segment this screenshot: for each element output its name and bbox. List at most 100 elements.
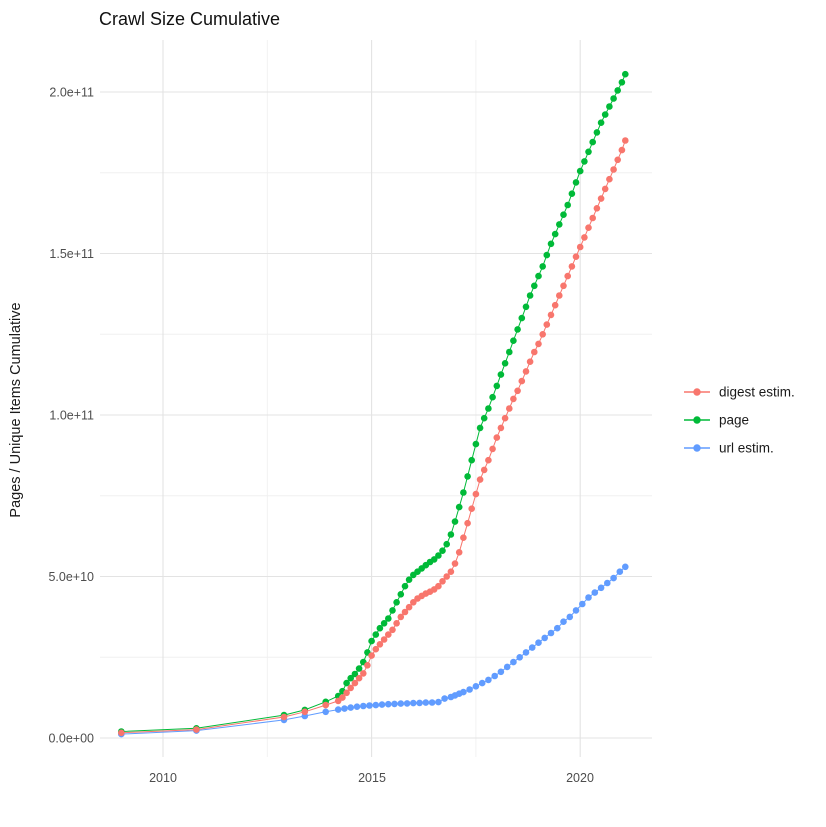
- series-url-estim-point: [522, 649, 530, 656]
- series-url-estim-point: [341, 705, 348, 712]
- series-digest-estim-point: [531, 348, 538, 356]
- series-url-estim-point: [397, 700, 405, 707]
- series-digest-estim-line: [121, 140, 626, 734]
- series-page-point: [522, 303, 530, 311]
- series-page-point: [543, 251, 551, 259]
- series-url-estim-point: [410, 699, 417, 707]
- series-digest-estim-point: [547, 311, 555, 319]
- legend-item-page: page: [684, 413, 749, 428]
- series-url-estim: [118, 563, 629, 738]
- series-url-estim-point: [510, 658, 517, 666]
- series-digest-estim-point: [526, 358, 534, 366]
- series-page-point: [614, 87, 621, 94]
- series-page-point: [376, 624, 384, 632]
- series-page-point: [439, 547, 446, 554]
- chart-title: Crawl Size Cumulative: [99, 9, 280, 29]
- series-digest-estim-point: [380, 636, 388, 643]
- series-url-estim-point: [416, 699, 423, 707]
- series-digest-estim-point: [597, 195, 605, 202]
- series-digest-estim-point: [572, 253, 580, 260]
- series-url-estim-point: [466, 686, 473, 693]
- series-url-estim-point: [616, 568, 624, 575]
- series-page-point: [385, 615, 392, 622]
- series-digest-estim-point: [601, 185, 609, 193]
- series-url-estim-point: [391, 700, 398, 708]
- series-page-point: [506, 348, 513, 356]
- series-page-point: [380, 620, 388, 627]
- series-url-estim-point: [622, 563, 629, 571]
- series-url-estim-point: [516, 654, 523, 661]
- series-digest-estim-point: [339, 694, 346, 701]
- series-digest-estim-point: [435, 582, 442, 590]
- series-url-estim-point: [554, 624, 561, 632]
- series-digest-estim-point: [606, 175, 613, 183]
- x-tick-label: 2015: [358, 771, 386, 785]
- y-tick-label: 1.5e+11: [49, 247, 94, 261]
- series-digest-estim-point: [501, 414, 509, 422]
- series-url-estim-point: [591, 589, 599, 596]
- series-url-estim-point: [541, 634, 548, 642]
- y-tick-label: 5.0e+10: [48, 570, 94, 584]
- series-digest-estim-point: [376, 641, 384, 648]
- series-url-estim-point: [334, 706, 342, 713]
- series-digest-estim-point: [193, 726, 200, 733]
- series-digest-estim-point: [322, 701, 330, 709]
- series-digest-estim-point: [472, 490, 480, 498]
- series-page-point: [460, 489, 467, 496]
- series-digest-estim-point: [405, 603, 413, 611]
- legend-item-label: url estim.: [719, 441, 774, 456]
- series-url-estim-point: [478, 679, 486, 687]
- series-page-point: [435, 552, 442, 559]
- series-page-point: [526, 292, 534, 299]
- series-page-point: [564, 201, 571, 209]
- series-page-point: [501, 360, 509, 367]
- series-url-estim-point: [460, 688, 467, 696]
- series-url-estim-point: [485, 676, 492, 684]
- series-digest-estim-point: [355, 674, 363, 682]
- series-page-point: [551, 230, 559, 238]
- series-url-estim-point: [547, 629, 555, 637]
- series-digest-estim: [118, 137, 629, 737]
- series-url-estim-point: [441, 695, 448, 702]
- series-digest-estim-point: [535, 340, 542, 348]
- series-page-point: [572, 179, 580, 186]
- panel-gridlines: [100, 40, 652, 757]
- series-page-point: [489, 393, 496, 401]
- series-page-point: [476, 424, 484, 432]
- series-digest-estim-point: [460, 534, 467, 541]
- series-page-point: [447, 531, 455, 538]
- series-page-point: [576, 167, 584, 175]
- series-page-point: [347, 674, 355, 682]
- series-digest-estim-point: [480, 466, 488, 474]
- series-url-estim-point: [353, 703, 361, 710]
- series-digest-estim-point: [510, 395, 517, 403]
- y-tick-label: 0.0e+00: [48, 732, 94, 746]
- series-page-point: [589, 138, 596, 146]
- series-page-point: [597, 119, 605, 126]
- series-page-point: [606, 103, 613, 110]
- legend-item-url-estim: url estim.: [684, 441, 774, 456]
- series-url-estim-point: [385, 700, 392, 708]
- series-digest-estim-point: [585, 224, 592, 231]
- series-page-point: [443, 540, 451, 548]
- series-url-estim-point: [597, 584, 605, 592]
- series-digest-estim-point: [447, 568, 455, 575]
- series-digest-estim-point: [372, 645, 380, 653]
- series-page-point: [581, 158, 588, 165]
- series-url-estim-point: [503, 663, 511, 671]
- series-page-point: [497, 371, 505, 378]
- data-series: [118, 70, 629, 738]
- series-digest-estim-point: [118, 729, 125, 737]
- series-digest-estim-point: [493, 434, 501, 441]
- series-digest-estim-point: [506, 405, 513, 412]
- series-page-point: [547, 240, 555, 248]
- series-page-point: [401, 582, 409, 590]
- series-page: [118, 70, 629, 735]
- series-page-point: [405, 576, 413, 583]
- series-page-point: [560, 211, 567, 218]
- series-page-point: [468, 456, 476, 464]
- series-page-point: [535, 272, 542, 280]
- series-digest-estim-point: [543, 321, 551, 328]
- series-digest-estim-point: [581, 234, 588, 241]
